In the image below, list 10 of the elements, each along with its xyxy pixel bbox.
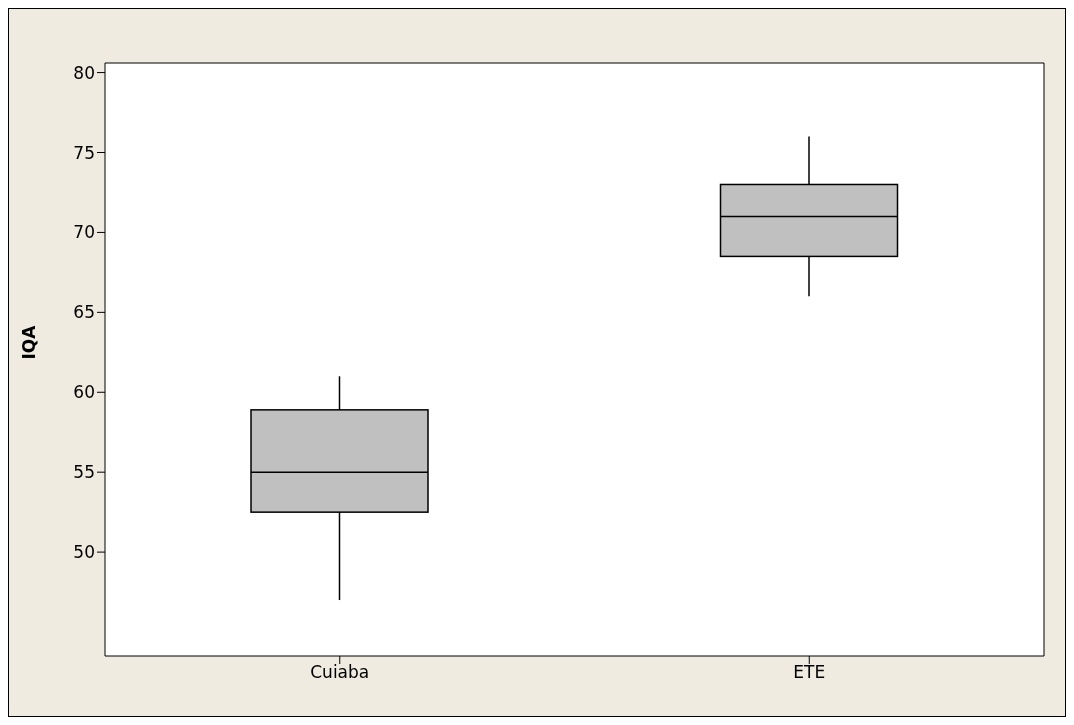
- y-tick-label: 55: [73, 462, 95, 483]
- y-tick-label: 50: [73, 542, 95, 563]
- y-tick-label: 65: [73, 302, 95, 323]
- y-tick-label: 80: [73, 62, 95, 83]
- y-tick-label: 60: [73, 382, 95, 403]
- x-tick-label: Cuiaba: [310, 662, 370, 683]
- y-tick-label: 75: [73, 142, 95, 163]
- y-axis-title: IQA: [19, 324, 40, 360]
- x-tick-label: ETE: [793, 662, 826, 683]
- y-tick-label: 70: [73, 222, 95, 243]
